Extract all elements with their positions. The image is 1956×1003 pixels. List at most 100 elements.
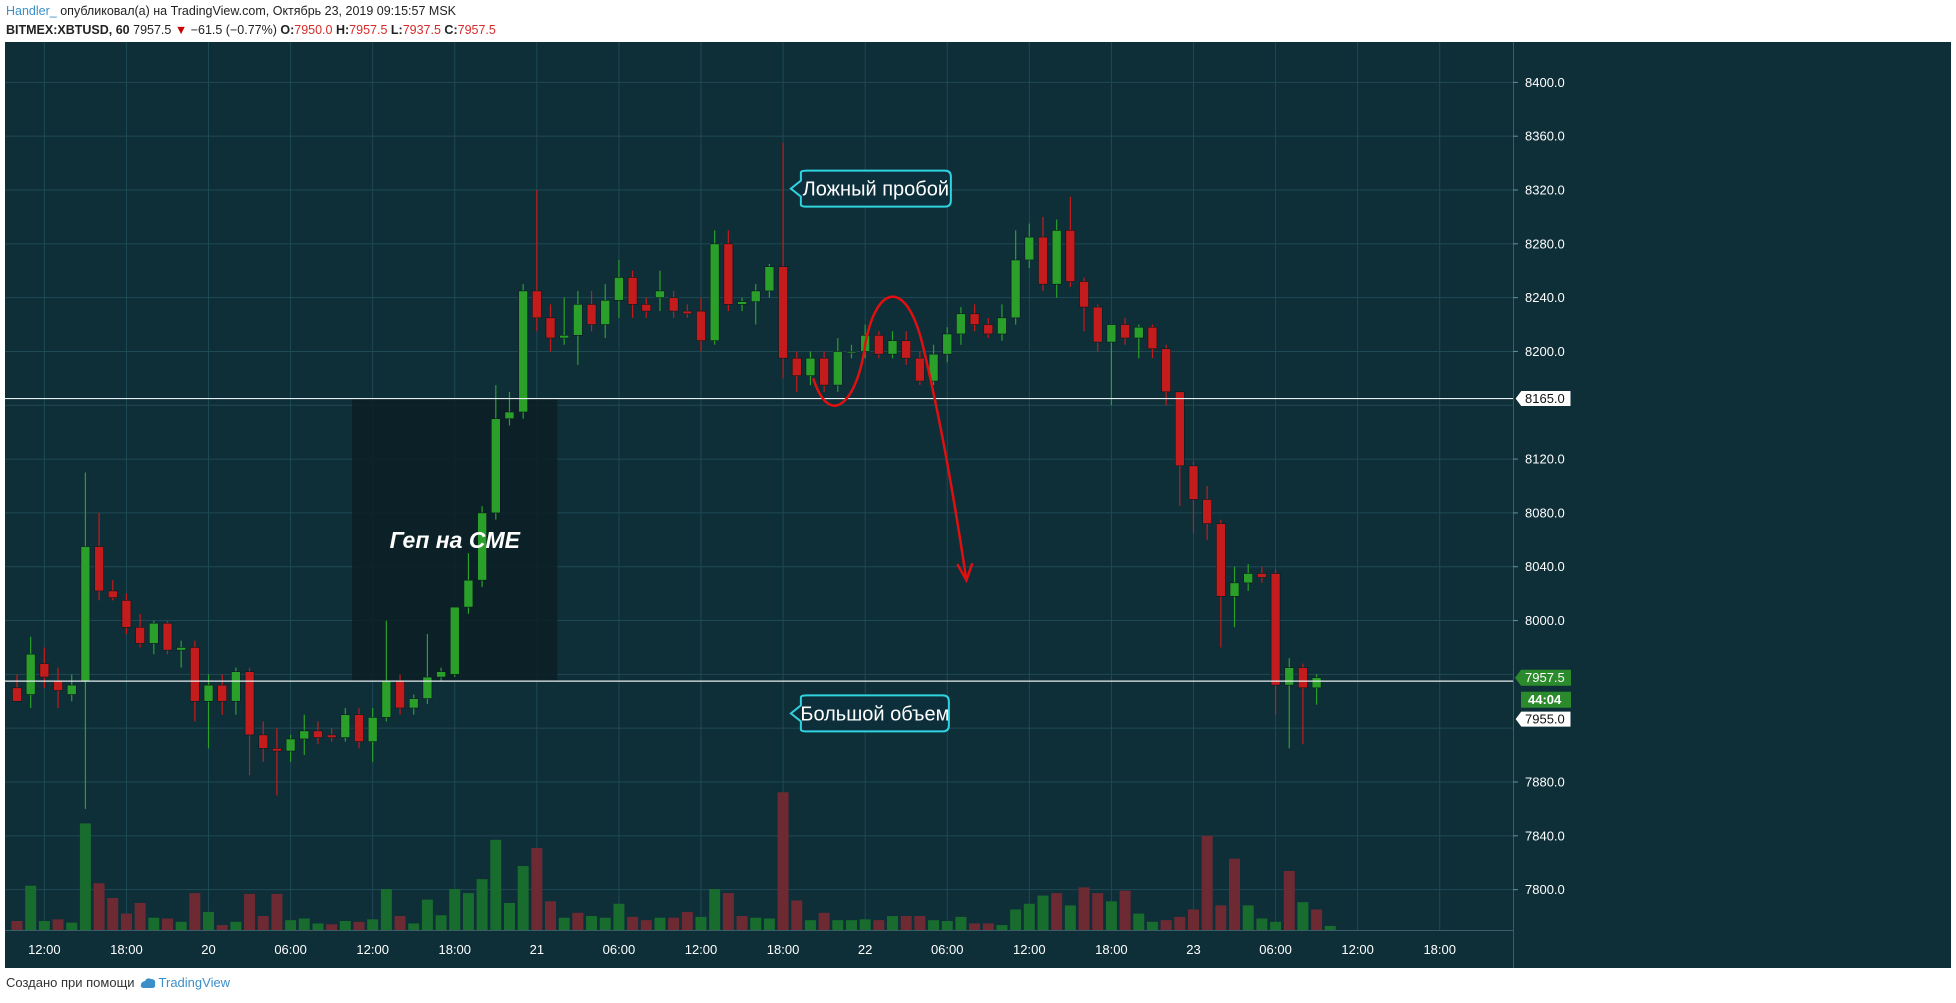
volume-bar: [79, 823, 91, 930]
price-tick-label: 8200.0: [1525, 344, 1565, 359]
high-value: 7957.5: [349, 23, 388, 37]
candle-body: [764, 266, 775, 292]
volume-bar: [394, 916, 406, 930]
volume-bar: [326, 924, 338, 930]
big-volume-callout-bubble: [789, 694, 950, 733]
time-tick-label: 20: [201, 942, 215, 957]
time-tick-label: 18:00: [438, 942, 471, 957]
price-tick-label: 7800.0: [1525, 882, 1565, 897]
volume-bar: [1311, 909, 1323, 930]
volume-bar: [1010, 909, 1022, 930]
candle-body: [696, 310, 706, 341]
volume-bar: [969, 923, 981, 930]
time-axis: [5, 930, 1513, 968]
candlestick-chart[interactable]: Ложный пробой Большой объем Геп на CME 12:0…: [5, 42, 1951, 968]
candle-body: [709, 243, 720, 341]
time-tick-label: 12:00: [1013, 942, 1046, 957]
candle-body: [997, 317, 1007, 335]
volume-bar: [408, 923, 420, 930]
volume-bar: [750, 917, 762, 930]
volume-bar: [859, 919, 871, 930]
volume-bar: [1051, 893, 1063, 930]
open-label: O:: [280, 23, 295, 37]
candle-body: [1311, 677, 1322, 689]
price-tag-bg: [1514, 390, 1572, 408]
big-volume-callout-label: Большой объем: [800, 703, 949, 725]
false-breakout-callout-bubble: [789, 169, 952, 208]
time-tick-label: 21: [530, 942, 544, 957]
volume-bar: [928, 920, 940, 930]
time-tick-label: 18:00: [110, 942, 143, 957]
price-tag-bg: [1514, 710, 1572, 728]
low-value: 7937.5: [402, 23, 441, 37]
price-tick-label: 7880.0: [1525, 775, 1565, 790]
candle-body: [436, 671, 446, 678]
candle-body: [422, 676, 433, 699]
volume-bar: [996, 925, 1008, 930]
time-tick-label: 12:00: [685, 942, 718, 957]
volume-bar: [517, 866, 529, 930]
price-tick-label: 8080.0: [1525, 505, 1565, 520]
candle-body: [668, 297, 679, 312]
volume-bar: [257, 916, 269, 930]
volume-bar: [1324, 925, 1336, 930]
author-link[interactable]: Handler_: [6, 4, 57, 18]
volume-bar: [1283, 870, 1295, 930]
volume-bars: [11, 792, 1336, 930]
time-tick-label: 18:00: [1095, 942, 1128, 957]
candle-body: [1161, 348, 1171, 393]
published-text: опубликовал(а) на TradingView.com, Октяб…: [60, 4, 456, 18]
volume-bar: [941, 920, 953, 930]
volume-bar: [887, 916, 899, 930]
candle-body: [504, 411, 515, 420]
volume-bar: [1215, 905, 1227, 930]
time-tick-label: 06:00: [1259, 942, 1292, 957]
price-tick-label: 8240.0: [1525, 290, 1565, 305]
big-volume-callout: Большой объем: [789, 694, 950, 733]
volume-bar: [271, 893, 283, 930]
volume-bar: [1229, 858, 1241, 930]
volume-bar: [1037, 895, 1049, 930]
candle-body: [1147, 326, 1158, 350]
candle-body: [1298, 667, 1308, 689]
volume-bar: [709, 889, 721, 930]
candle-body: [1065, 230, 1076, 282]
time-tick-label: 18:00: [1423, 942, 1456, 957]
created-with-text: Создано при помощи: [6, 975, 135, 990]
footer: Создано при помощи TradingView: [6, 975, 230, 990]
candle-body: [66, 684, 77, 695]
volume-bar: [873, 920, 885, 930]
volume-bar: [1242, 905, 1254, 930]
candle-body: [326, 734, 337, 738]
candle-body: [1188, 465, 1199, 500]
candle-body: [1202, 499, 1212, 524]
candle-body: [901, 340, 912, 359]
tradingview-link[interactable]: TradingView: [158, 975, 231, 990]
time-tick-label: 12:00: [1341, 942, 1374, 957]
volume-bar: [93, 883, 105, 930]
price-tag-label: 7955.0: [1525, 712, 1565, 727]
volume-bar: [599, 917, 611, 930]
time-tick-label: 22: [858, 942, 872, 957]
candle-body: [600, 300, 611, 325]
time-tick-label: 18:00: [767, 942, 800, 957]
candles: [12, 142, 1322, 809]
candle-body: [532, 290, 542, 319]
candle-body: [655, 290, 665, 298]
volume-bar: [449, 889, 461, 930]
candle-body: [559, 335, 570, 339]
countdown-bg: [1521, 691, 1571, 708]
volume-bar: [312, 923, 324, 930]
candle-body: [490, 418, 501, 514]
candle-body: [1175, 391, 1185, 467]
candle-body: [1270, 573, 1281, 686]
volume-bar: [462, 893, 474, 930]
candle-body: [1051, 230, 1062, 285]
volume-bar: [230, 921, 242, 930]
volume-bar: [1256, 918, 1268, 930]
candle-body: [1038, 236, 1048, 285]
candle-body: [805, 357, 816, 376]
volume-bar: [11, 920, 23, 930]
time-tick-label: 12:00: [28, 942, 61, 957]
volume-bar: [804, 920, 816, 930]
